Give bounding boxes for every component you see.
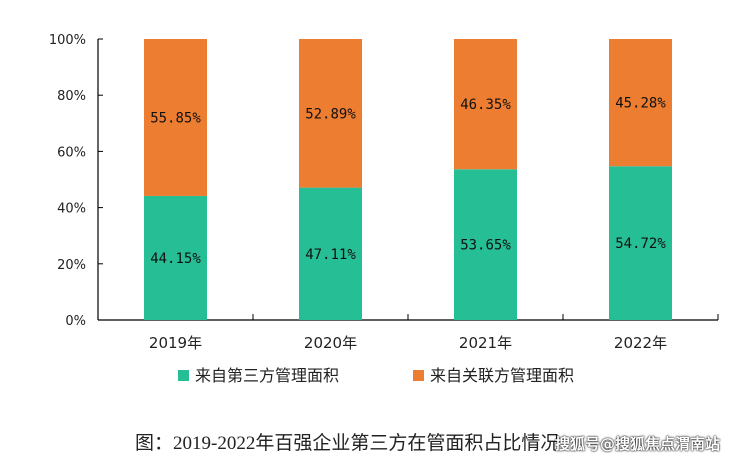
- data-label: 54.72%: [615, 236, 666, 252]
- bar-segment-related: [299, 39, 362, 188]
- bar-segment-third-party: [609, 166, 672, 320]
- legend-label: 来自第三方管理面积: [195, 366, 339, 385]
- legend-label: 来自关联方管理面积: [430, 366, 574, 385]
- data-label: 47.11%: [305, 247, 356, 263]
- y-tick-label: 0%: [65, 314, 86, 329]
- data-label: 52.89%: [305, 106, 356, 122]
- x-tick-label: 2022年: [614, 334, 667, 352]
- data-label: 45.28%: [615, 96, 666, 112]
- data-label: 55.85%: [150, 110, 201, 126]
- figure-caption: 图：2019-2022年百强企业第三方在管面积占比情况: [135, 433, 560, 454]
- y-tick-label: 40%: [57, 202, 86, 217]
- data-label: 44.15%: [150, 251, 201, 267]
- bar-segment-third-party: [144, 195, 207, 320]
- bar-segment-third-party: [454, 169, 517, 320]
- y-tick-label: 80%: [57, 89, 86, 104]
- y-tick-label: 60%: [57, 145, 86, 160]
- data-label: 46.35%: [460, 97, 511, 113]
- x-tick-label: 2021年: [459, 334, 512, 352]
- y-tick-label: 20%: [57, 258, 86, 273]
- y-tick-label: 100%: [49, 33, 86, 48]
- bar-segment-related: [454, 39, 517, 170]
- bar-segment-related: [609, 39, 672, 167]
- x-tick-label: 2019年: [149, 334, 202, 352]
- x-tick-label: 2020年: [304, 334, 357, 352]
- legend-swatch: [413, 370, 424, 381]
- watermark: 搜狐号@搜狐焦点渭南站: [555, 435, 721, 453]
- bar-segment-third-party: [299, 187, 362, 320]
- legend-swatch: [178, 370, 189, 381]
- bar-segment-related: [144, 39, 207, 196]
- data-label: 53.65%: [460, 238, 511, 254]
